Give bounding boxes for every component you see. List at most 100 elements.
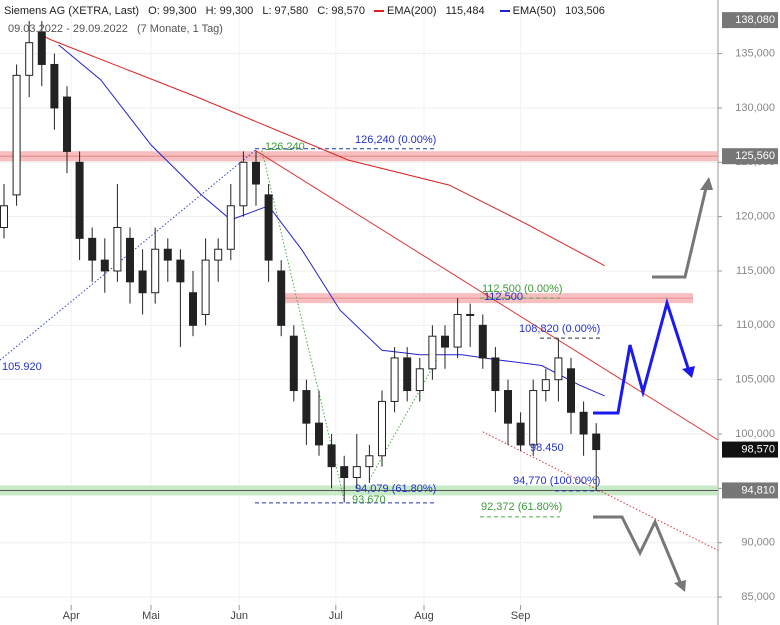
scenario-arrows xyxy=(593,177,713,592)
scenario-arrow xyxy=(593,297,690,415)
candle-body xyxy=(214,248,223,261)
candle-body xyxy=(188,292,197,326)
legend-entry: EMA(200) 115,484 xyxy=(374,5,491,17)
legend-swatch xyxy=(499,10,510,13)
candle-body xyxy=(403,357,412,392)
y-tick-label: 110,000 xyxy=(736,319,775,331)
candle-body xyxy=(327,444,336,468)
candle-body xyxy=(125,237,134,283)
annotation: 93.670 xyxy=(352,494,386,506)
trendline xyxy=(254,149,719,441)
candle-body xyxy=(50,63,59,109)
candle-body xyxy=(365,455,374,468)
ema-line xyxy=(58,44,605,397)
x-tick-label: Aug xyxy=(414,610,434,622)
annotation: 98.450 xyxy=(530,442,564,454)
candle-body xyxy=(466,313,475,316)
trendline xyxy=(261,150,345,501)
ohlc: O: 99,300 xyxy=(148,5,197,17)
candle-body xyxy=(302,390,311,424)
candle-body xyxy=(516,422,525,446)
y-tick-label: 120,000 xyxy=(735,211,775,223)
arrow-head xyxy=(674,580,686,592)
candle-body xyxy=(453,313,462,348)
y-tick-label: 90,000 xyxy=(741,537,775,549)
annotation: 112,500 (0.00%) xyxy=(482,283,563,295)
candle-body xyxy=(579,411,588,435)
candle-body xyxy=(554,357,563,381)
annotation: 126.240 xyxy=(265,141,305,153)
y-tick-label: 130,000 xyxy=(735,102,775,114)
price-label-box xyxy=(722,148,778,165)
candle-body xyxy=(176,259,185,283)
legend-value: 115,484 xyxy=(445,5,485,17)
date-info: 09.03.2022 - 29.09.2022 (7 Monate, 1 Tag… xyxy=(8,23,223,35)
candle-body xyxy=(377,400,386,457)
ema-line xyxy=(41,34,605,267)
legend-label: EMA(200) xyxy=(387,5,437,17)
annotation: 105.920 xyxy=(2,361,42,373)
title: Siemens AG (XETRA, Last) xyxy=(4,5,140,17)
arrow-head xyxy=(682,366,695,378)
x-tick-label: Jul xyxy=(329,610,343,622)
x-tick-label: Sep xyxy=(511,610,531,622)
candle-body xyxy=(390,357,399,402)
candle-body xyxy=(0,205,8,228)
date-range: 09.03.2022 - 29.09.2022 xyxy=(8,23,128,35)
y-tick-label: 85,000 xyxy=(741,591,775,603)
candle-body xyxy=(289,335,298,392)
candle-body xyxy=(100,259,109,272)
price-label-box xyxy=(722,12,778,29)
legend-entry: EMA(50) 103,506 xyxy=(499,5,611,17)
candle-body xyxy=(340,466,349,478)
candle-body xyxy=(25,42,34,76)
candle-body xyxy=(428,335,437,370)
legend-value: 103,506 xyxy=(565,5,605,17)
price-label: 138,080 xyxy=(735,14,775,26)
duration: (7 Monate, 1 Tag) xyxy=(136,23,223,35)
y-tick-label: 135,000 xyxy=(735,47,775,59)
candle-body xyxy=(138,270,147,294)
header: Siemens AG (XETRA, Last) O: 99,300 H: 99… xyxy=(4,5,617,17)
price-label: 125,560 xyxy=(735,150,775,162)
price-label: 98,570 xyxy=(741,443,775,455)
candle-body xyxy=(503,390,512,424)
candle-body xyxy=(88,237,97,261)
y-tick-label: 115,000 xyxy=(736,265,775,277)
arrow-head xyxy=(700,177,713,190)
legend-label: EMA(50) xyxy=(512,5,557,17)
y-tick-label: 105,000 xyxy=(735,374,775,386)
annotation: 92,372 (61.80%) xyxy=(481,501,562,513)
annotation: 108,820 (0.00%) xyxy=(519,323,600,335)
price-label-box xyxy=(722,441,778,458)
candle-body xyxy=(415,368,424,392)
candle-body xyxy=(566,368,575,413)
scenario-arrow xyxy=(652,187,708,279)
y-tick-label: 100,000 xyxy=(735,428,775,440)
candle-body xyxy=(541,379,550,392)
candle-body xyxy=(314,422,323,446)
candle-body xyxy=(239,161,248,207)
scenario-arrow xyxy=(593,515,682,583)
candle-body xyxy=(201,259,210,315)
candle-body xyxy=(592,433,601,451)
candle-body xyxy=(529,390,538,446)
candle-body xyxy=(62,96,71,152)
candle-body xyxy=(251,161,260,185)
candle-body xyxy=(12,74,21,196)
candle-body xyxy=(163,248,172,261)
candle-body xyxy=(277,270,286,326)
candle-body xyxy=(75,161,84,239)
annotation: 112.500 xyxy=(484,291,523,303)
x-tick-label: Jun xyxy=(230,610,248,622)
ohlc: H: 99,300 xyxy=(205,5,254,17)
ohlc: L: 97,580 xyxy=(262,5,309,17)
x-tick-label: Apr xyxy=(63,610,80,622)
candle-body xyxy=(478,324,487,359)
ohlc: C: 98,570 xyxy=(317,5,365,17)
annotation: 94,079 (61.80%) xyxy=(355,483,436,495)
candle-body xyxy=(113,227,122,272)
candle-body xyxy=(264,194,273,261)
